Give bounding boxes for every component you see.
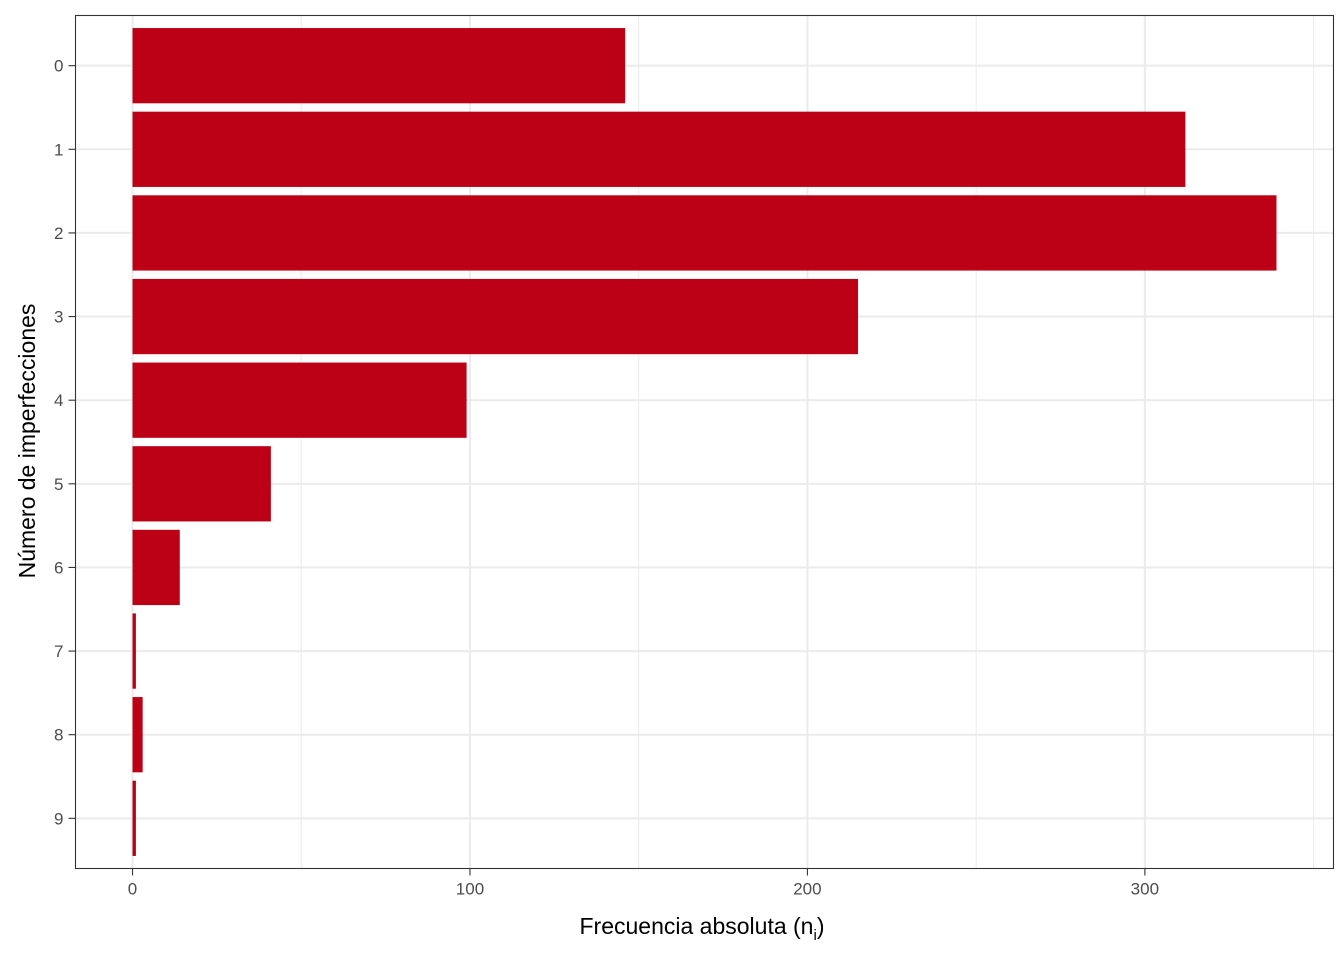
y-axis-title: Número de imperfecciones (14, 304, 40, 579)
x-tick-label: 100 (456, 880, 484, 899)
x-axis-title: Frecuencia absoluta (ni) (580, 913, 825, 944)
x-axis-ticks: 0 100 200 300 (128, 868, 1159, 899)
y-tick-label: 1 (54, 140, 63, 159)
x-tick-label: 0 (128, 880, 137, 899)
bar-5 (132, 446, 271, 522)
bar-2 (132, 195, 1277, 271)
y-tick-label: 3 (54, 308, 63, 327)
bars (132, 28, 1277, 856)
bar-3 (132, 278, 859, 355)
y-tick-label: 5 (54, 475, 63, 494)
bar-8 (132, 697, 143, 773)
y-axis-ticks: 0 1 2 3 4 5 6 7 8 9 (54, 57, 76, 828)
bar-7 (132, 613, 136, 689)
bar-4 (132, 362, 467, 438)
bar-6 (132, 529, 180, 606)
x-tick-label: 300 (1131, 880, 1159, 899)
y-tick-label: 6 (54, 558, 63, 577)
y-tick-label: 9 (54, 809, 63, 828)
y-tick-label: 8 (54, 726, 63, 745)
plot-panel-border (74, 14, 1335, 870)
x-tick-label: 200 (793, 880, 821, 899)
bar-1 (132, 111, 1186, 187)
bar-0 (132, 28, 626, 104)
y-tick-label: 7 (54, 642, 63, 661)
y-tick-label: 2 (54, 224, 63, 243)
y-tick-label: 0 (54, 57, 63, 76)
y-tick-label: 4 (54, 391, 63, 410)
bar-9 (132, 780, 136, 856)
